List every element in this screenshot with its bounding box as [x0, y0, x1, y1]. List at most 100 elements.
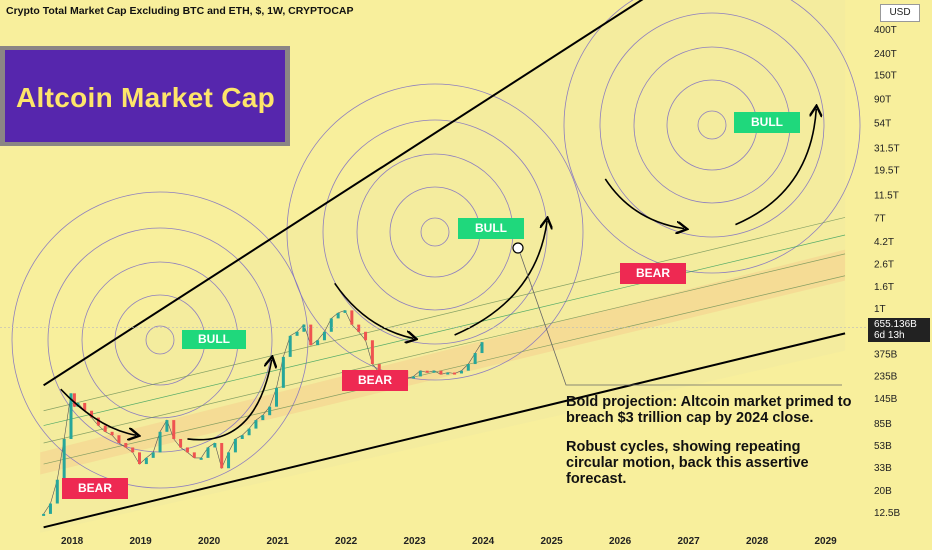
cycle-arrow-3	[454, 221, 547, 336]
price-candle	[254, 420, 258, 429]
cycle-ring-0-4	[11, 191, 309, 489]
x-tick-label-3: 2021	[267, 536, 290, 547]
bull-label-2022: BULL	[458, 218, 524, 239]
note-line-1: Bold projection: Altcoin market primed t…	[566, 394, 852, 426]
price-candle	[62, 438, 66, 480]
x-tick-label-11: 2029	[815, 536, 838, 547]
price-candle	[446, 372, 450, 375]
cycle-arrow-5	[735, 109, 816, 226]
currency-button[interactable]: USD	[880, 4, 920, 22]
price-candle	[206, 447, 210, 458]
x-tick-label-7: 2025	[541, 536, 564, 547]
price-candle	[268, 406, 272, 416]
price-candle	[72, 393, 76, 407]
y-tick-label-17: 53B	[874, 441, 892, 452]
price-candle	[103, 425, 107, 432]
price-countdown: 6d 13h	[874, 330, 905, 341]
bull-label-2026: BULL	[734, 112, 800, 133]
bear-label-2022: BEAR	[342, 370, 408, 391]
y-tick-label-2: 150T	[874, 71, 897, 82]
current-price-tag: 655.136B 6d 13h	[868, 318, 930, 342]
channel-fill	[40, 0, 846, 533]
price-candle	[302, 324, 306, 332]
channel-inner-line-1	[43, 253, 846, 444]
channel-inner-line-2	[43, 234, 846, 426]
price-candle	[192, 452, 196, 458]
orange-band	[40, 249, 846, 475]
price-candle	[350, 310, 354, 325]
y-tick-label-0: 400T	[874, 25, 897, 36]
price-candle	[275, 387, 278, 407]
chart-header-title: Crypto Total Market Cap Excluding BTC an…	[6, 5, 354, 17]
cycle-arrow-1	[187, 360, 271, 441]
cycle-ring-1-0	[420, 217, 450, 247]
y-tick-label-5: 31.5T	[874, 143, 900, 154]
price-candle	[96, 417, 100, 426]
cycle-ring-2-3	[599, 12, 825, 238]
y-tick-label-20: 12.5B	[874, 508, 900, 519]
title-banner-inner	[5, 50, 285, 142]
price-candle	[370, 340, 374, 365]
y-tick-label-14: 235B	[874, 371, 898, 382]
bull-label-2019: BULL	[182, 330, 246, 349]
x-tick-label-2: 2020	[198, 536, 221, 547]
x-tick-label-4: 2022	[335, 536, 358, 547]
price-candle	[144, 457, 148, 465]
price-value: 655.136B	[874, 319, 917, 330]
price-candle	[288, 335, 292, 357]
price-candle	[295, 331, 299, 336]
price-candle	[117, 435, 121, 444]
price-candle	[473, 353, 477, 365]
price-candle	[480, 342, 484, 354]
price-candle	[220, 443, 224, 469]
channel-inner-line-0	[43, 275, 846, 465]
price-candle	[336, 312, 340, 319]
y-tick-label-12: 1T	[874, 304, 886, 315]
price-candle	[377, 364, 381, 373]
price-candle	[172, 420, 176, 439]
x-tick-label-0: 2018	[61, 536, 84, 547]
x-tick-label-5: 2023	[404, 536, 427, 547]
cycle-arrow-0	[60, 388, 136, 435]
price-candle	[151, 452, 155, 458]
y-tick-label-19: 20B	[874, 486, 892, 497]
price-candle	[412, 376, 415, 379]
price-candle	[42, 513, 46, 516]
price-candle	[240, 435, 244, 439]
y-tick-label-9: 4.2T	[874, 237, 894, 248]
price-candle	[329, 318, 333, 332]
channel-inner-line-3	[43, 217, 846, 412]
price-candle	[466, 364, 470, 371]
y-tick-label-11: 1.6T	[874, 282, 894, 293]
bear-label-2025: BEAR	[620, 263, 686, 284]
price-candle	[309, 324, 313, 346]
cycle-ring-1-4	[286, 83, 584, 381]
price-candle	[316, 340, 320, 346]
x-tick-label-6: 2024	[472, 536, 495, 547]
price-candle	[138, 452, 141, 465]
price-candle	[131, 447, 135, 453]
price-candle	[185, 447, 189, 453]
title-banner	[0, 46, 290, 146]
price-candle	[83, 402, 87, 411]
price-candle	[55, 479, 59, 504]
price-candle	[281, 356, 285, 388]
price-candle	[459, 370, 463, 374]
cycle-arrow-4	[604, 178, 684, 229]
projection-pointer-line	[519, 252, 842, 386]
x-tick-label-9: 2027	[678, 536, 701, 547]
price-candle	[179, 438, 183, 448]
channel-lower-line	[43, 332, 846, 529]
cycle-ring-0-0	[145, 325, 175, 355]
price-candle	[357, 324, 361, 332]
price-candle	[165, 420, 169, 432]
price-candle	[124, 443, 128, 448]
price-candle	[227, 452, 231, 469]
y-tick-label-13: 375B	[874, 350, 898, 361]
price-candle	[110, 431, 114, 436]
price-candle	[48, 503, 52, 514]
x-tick-label-10: 2028	[746, 536, 769, 547]
projection-marker	[512, 242, 524, 254]
